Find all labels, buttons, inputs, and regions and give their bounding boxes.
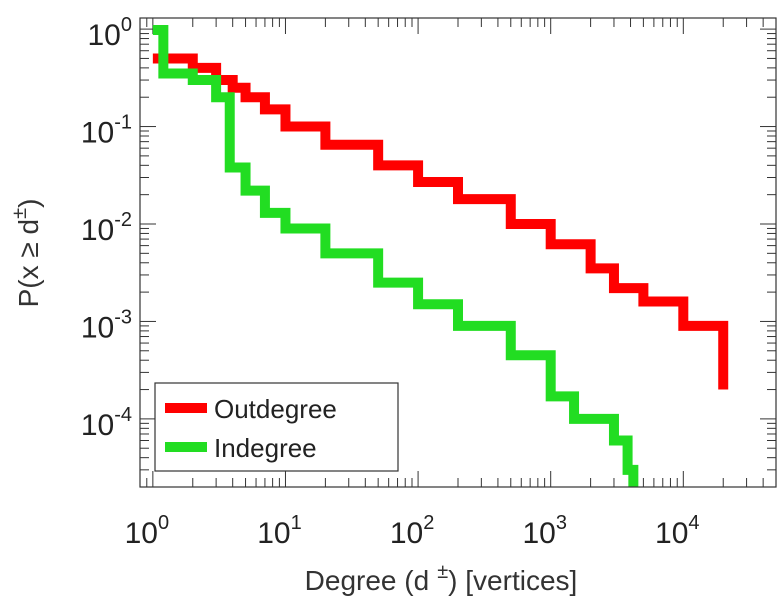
y-tick-exp: -4	[114, 404, 132, 426]
y-tick-label: 10-3	[81, 306, 132, 344]
x-tick-base: 10	[390, 517, 423, 550]
x-tick-label: 102	[390, 512, 435, 550]
legend-label-indegree: Indegree	[214, 433, 317, 463]
y-tick-base: 10	[88, 19, 121, 52]
y-tick-exp: -1	[114, 112, 132, 134]
x-tick-base: 10	[257, 517, 290, 550]
x-tick-label: 104	[655, 512, 700, 550]
axis-ticks	[139, 18, 777, 488]
x-axis-label-sup: ±	[437, 561, 448, 583]
x-axis-label-prefix: Degree (d	[305, 565, 430, 596]
legend-box	[154, 382, 399, 472]
y-axis-label-sup: ±	[9, 208, 31, 219]
y-tick-base: 10	[81, 311, 114, 344]
y-tick-base: 10	[81, 117, 114, 150]
plot-border	[139, 17, 777, 488]
x-tick-labels: 100 101 102 103 104	[125, 512, 700, 550]
legend-label-outdegree: Outdegree	[214, 394, 337, 424]
y-tick-label: 100	[88, 14, 133, 52]
legend: Outdegree Indegree	[154, 382, 399, 472]
y-tick-exp: -3	[114, 306, 132, 328]
x-tick-exp: 0	[158, 512, 169, 534]
y-tick-label: 10-4	[81, 404, 132, 442]
x-tick-exp: 4	[688, 512, 699, 534]
x-tick-label: 103	[522, 512, 567, 550]
y-tick-base: 10	[81, 409, 114, 442]
x-tick-base: 10	[522, 517, 555, 550]
x-tick-exp: 2	[423, 512, 434, 534]
y-tick-base: 10	[81, 214, 114, 247]
series-line-outdegree	[152, 53, 729, 390]
x-tick-base: 10	[125, 517, 158, 550]
x-tick-base: 10	[655, 517, 688, 550]
y-axis-label: P(x ≥ d±)	[9, 199, 44, 308]
x-axis-label: Degree (d ±) [vertices]	[305, 561, 578, 596]
series-line-indegree	[152, 24, 639, 487]
y-tick-label: 10-1	[81, 112, 132, 150]
y-tick-exp: -2	[114, 209, 132, 231]
x-tick-label: 101	[257, 512, 302, 550]
series-layer	[152, 24, 729, 488]
y-tick-label: 10-2	[81, 209, 132, 247]
y-tick-exp: 0	[121, 14, 132, 36]
x-axis-label-suffix: ) [vertices]	[448, 565, 577, 596]
x-tick-exp: 3	[556, 512, 567, 534]
y-axis-label-main: P(x ≥ d	[13, 219, 44, 308]
x-tick-exp: 1	[291, 512, 302, 534]
y-axis-label-close: )	[13, 199, 44, 208]
x-tick-label: 100	[125, 512, 170, 550]
